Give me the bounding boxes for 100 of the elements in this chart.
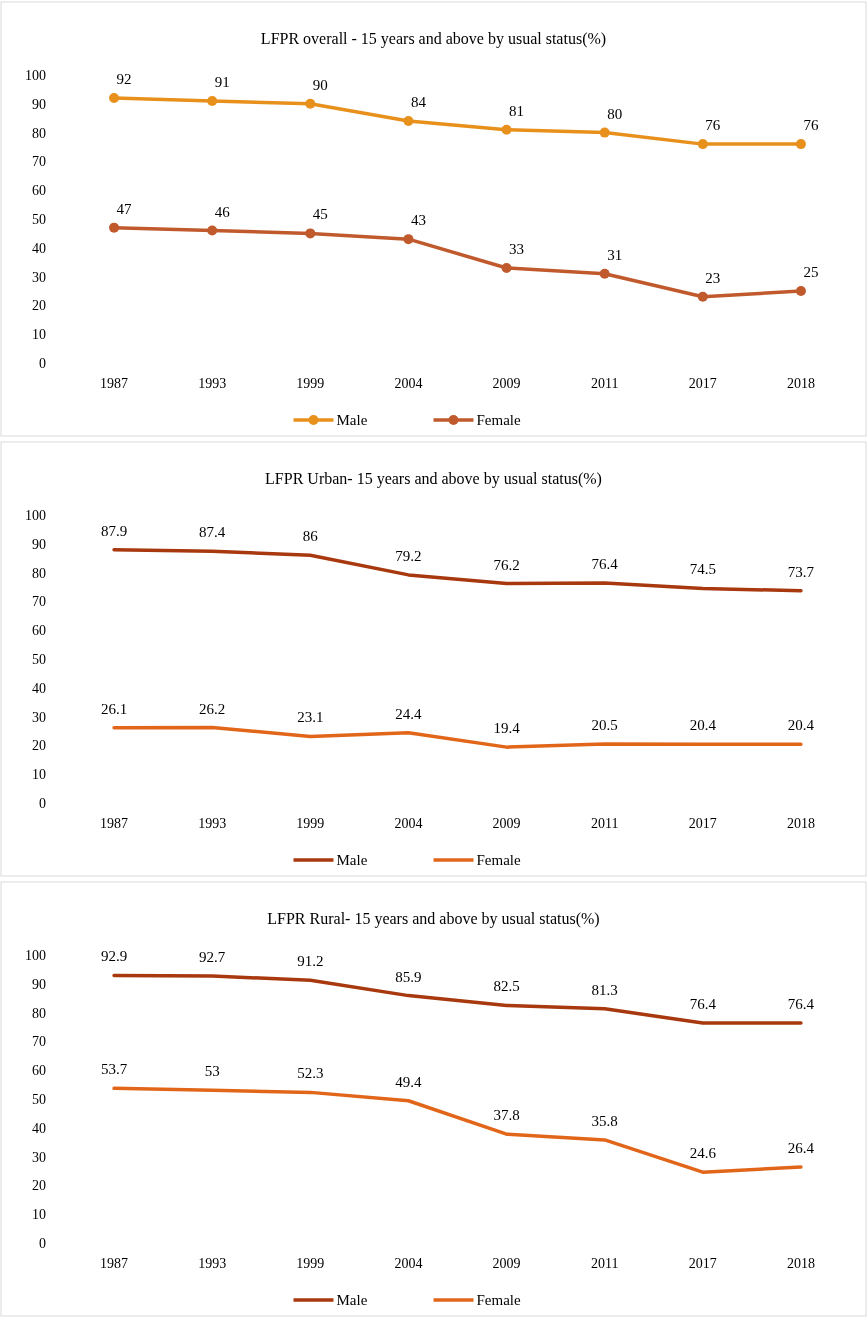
x-tick-label: 1999: [296, 1256, 325, 1271]
x-tick-label: 2004: [394, 376, 423, 391]
legend-label: Male: [336, 852, 368, 869]
data-label: 53.7: [100, 1061, 128, 1078]
data-label: 35.8: [591, 1112, 618, 1129]
data-label: 20.4: [787, 717, 815, 734]
point: [207, 95, 218, 106]
y-tick-label: 50: [32, 651, 46, 667]
data-label: 43: [410, 212, 426, 229]
y-tick-label: 100: [25, 507, 46, 523]
data-label: 20.5: [591, 716, 618, 733]
point: [599, 268, 610, 279]
data-label: 90: [312, 76, 328, 93]
x-tick-label: 1987: [100, 1256, 129, 1271]
x-tick-label: 2004: [394, 1256, 423, 1271]
chart-title: LFPR overall - 15 years and above by usual status(%): [260, 30, 607, 48]
data-label: 73.7: [787, 563, 815, 580]
data-label: 74.5: [689, 561, 716, 578]
data-label: 79.2: [395, 547, 422, 564]
data-label: 81: [509, 102, 525, 119]
data-label: 24.4: [395, 705, 423, 722]
x-tick-label: 2011: [590, 376, 619, 391]
data-label: 76.4: [787, 995, 815, 1012]
data-label: 52.3: [297, 1065, 324, 1082]
point: [697, 139, 708, 150]
y-tick-label: 40: [32, 1120, 46, 1136]
chart-title: LFPR Urban- 15 years and above by usual status(%): [265, 470, 602, 488]
point: [501, 124, 512, 135]
legend-label: Female: [476, 852, 521, 869]
y-tick-label: 70: [32, 594, 46, 610]
data-label: 47: [116, 200, 133, 217]
data-label: 19.4: [493, 720, 521, 737]
data-label: 87.4: [199, 524, 226, 541]
y-tick-label: 40: [32, 680, 46, 696]
chart-title: LFPR Rural- 15 years and above by usual status(%): [267, 910, 600, 928]
point: [109, 93, 120, 104]
y-tick-label: 60: [32, 623, 46, 639]
data-label: 45: [312, 206, 328, 223]
x-tick-label: 1987: [100, 376, 129, 391]
data-label: 46: [214, 203, 231, 220]
x-tick-label: 2011: [590, 816, 619, 831]
point: [403, 234, 414, 245]
x-tick-label: 2009: [492, 816, 521, 831]
y-tick-label: 10: [32, 767, 46, 783]
point: [207, 225, 218, 236]
point: [599, 127, 610, 138]
data-label: 23: [705, 269, 721, 286]
x-tick-label: 1993: [198, 376, 227, 391]
data-label: 86: [302, 528, 319, 545]
legend-label: Female: [476, 412, 521, 429]
x-tick-label: 1999: [296, 376, 325, 391]
data-label: 25: [803, 264, 819, 280]
data-label: 26.2: [199, 700, 226, 717]
x-tick-label: 2011: [590, 1256, 619, 1271]
data-label: 91: [214, 73, 230, 90]
data-label: 53: [204, 1063, 220, 1080]
data-label: 82.5: [493, 978, 520, 995]
data-label: 80: [607, 105, 623, 122]
data-label: 92.9: [100, 948, 128, 965]
x-tick-label: 2009: [492, 1256, 521, 1271]
x-tick-label: 1999: [296, 816, 325, 831]
x-tick-label: 2018: [786, 816, 815, 831]
legend-label: Female: [476, 1292, 521, 1309]
data-label: 76.4: [689, 995, 717, 1012]
x-tick-label: 1993: [198, 1256, 227, 1271]
y-tick-label: 50: [32, 211, 46, 227]
y-tick-label: 90: [32, 536, 46, 552]
data-label: 91.2: [297, 953, 324, 970]
data-label: 26.4: [787, 1139, 815, 1156]
legend-label: Male: [336, 1292, 368, 1309]
y-tick-label: 80: [32, 565, 46, 581]
y-tick-label: 70: [32, 154, 46, 170]
x-tick-label: 2004: [394, 816, 423, 831]
data-label: 76.2: [493, 556, 520, 573]
point: [305, 228, 316, 239]
x-tick-label: 1987: [100, 816, 129, 831]
x-tick-label: 2017: [688, 376, 717, 391]
x-tick-label: 2017: [688, 816, 717, 831]
y-tick-label: 40: [32, 240, 46, 256]
y-tick-label: 0: [39, 795, 46, 811]
data-label: 23.1: [297, 709, 324, 726]
y-tick-label: 60: [32, 183, 46, 199]
y-tick-label: 30: [32, 269, 46, 285]
data-label: 20.4: [689, 717, 717, 734]
data-label: 76: [803, 117, 819, 134]
data-label: 76: [705, 117, 721, 134]
y-tick-label: 20: [32, 1178, 46, 1194]
x-tick-label: 2009: [492, 376, 521, 391]
y-tick-label: 30: [32, 709, 46, 725]
data-label: 85.9: [395, 968, 422, 985]
data-label: 31: [607, 246, 623, 263]
y-tick-label: 90: [32, 976, 46, 992]
y-tick-label: 80: [32, 125, 46, 141]
y-tick-label: 20: [32, 298, 46, 314]
point: [795, 286, 806, 296]
point: [403, 116, 414, 127]
data-label: 26.1: [100, 700, 128, 717]
point: [109, 222, 120, 233]
point: [501, 262, 512, 273]
point: [305, 98, 316, 109]
